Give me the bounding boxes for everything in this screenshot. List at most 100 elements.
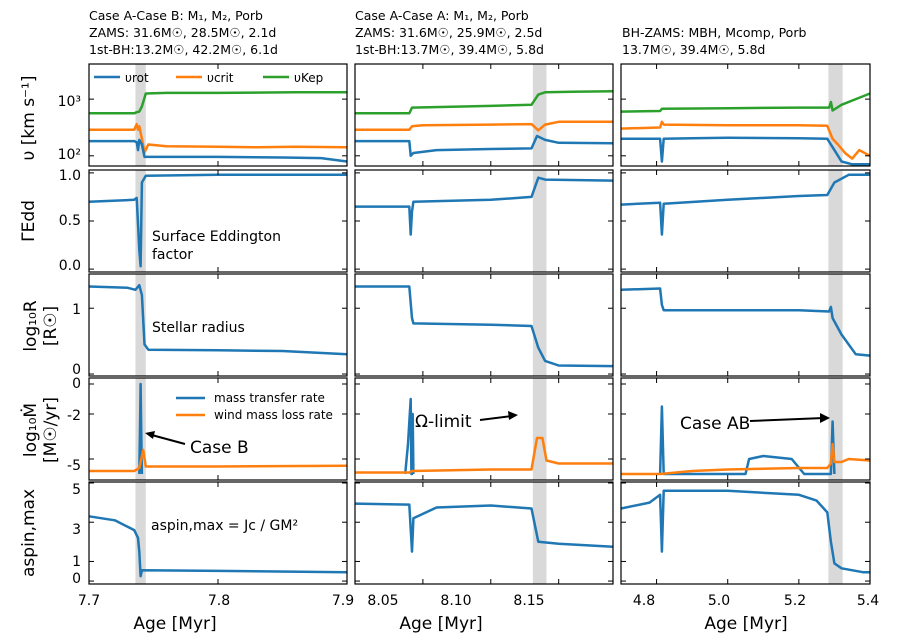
highlight-band	[828, 64, 843, 166]
series-spin-line	[620, 489, 870, 574]
header-col2-line1: Case A-Case A: M₁, M₂, Porb	[355, 8, 529, 23]
annotation-caseb: Case B	[190, 438, 249, 458]
ytick-label-g10: 1.0	[59, 168, 81, 184]
ytick-label-a5: 5	[72, 482, 81, 498]
series-spin-line	[354, 502, 614, 553]
series-logR-line	[88, 283, 348, 356]
panel-frame	[354, 63, 614, 167]
series-gamma-line	[355, 176, 614, 236]
series-v_log10-vkep	[620, 92, 871, 113]
series-v_log10-vrot	[621, 136, 870, 166]
series-gamma-line	[620, 173, 870, 236]
annotation-eddington: Surface Eddington	[152, 229, 281, 245]
panel-frame	[620, 273, 871, 377]
ytick-label-r1: 1	[72, 302, 81, 318]
series-v_log10-vrot	[355, 134, 614, 158]
highlight-band	[532, 482, 547, 584]
series-v_log10-vkep	[355, 89, 614, 115]
series-logR-line	[620, 287, 871, 357]
highlight-band	[828, 482, 843, 584]
series-mdot-wind	[89, 448, 348, 473]
xtick-label-4.8: 4.8	[633, 593, 655, 609]
legend-mdot: mass transfer rate wind mass loss rate	[176, 391, 333, 422]
series-v_log10-vcrit	[620, 120, 871, 160]
highlight-band	[135, 482, 146, 584]
arrow-caseb-head	[145, 431, 155, 439]
ylabel-velocity: υ [km s⁻¹]	[19, 76, 39, 161]
y-tick-labels: 10³ 10² 1.0 0.5 0.0 1 0 0 -2 -5 5 3 1 0	[58, 94, 81, 587]
annotation-omega: Ω-limit	[415, 412, 472, 432]
ytick-label-r0: 0	[72, 362, 81, 378]
xlabel-col2: Age [Myr]	[399, 614, 482, 634]
panel-frame	[354, 377, 614, 481]
ytick-label-a3: 3	[72, 522, 81, 538]
series-mdot-wind	[621, 442, 871, 476]
xtick-label-5.0: 5.0	[708, 593, 730, 609]
header-col1-line1: Case A-Case B: M₁, M₂, Porb	[89, 8, 263, 23]
header-col3-line1: BH-ZAMS: MBH, Mcomp, Porb	[622, 25, 806, 40]
series-spin-line	[88, 515, 348, 578]
highlight-band	[828, 170, 843, 272]
series-v_log10-vcrit	[355, 120, 613, 132]
panel-frame	[354, 273, 614, 377]
panel-frame	[620, 63, 871, 167]
ylabel-spin: aspin,max	[19, 489, 39, 577]
ytick-label-m2: -2	[67, 408, 81, 424]
arrow-caseb	[147, 433, 186, 445]
xtick-label-7.7: 7.7	[78, 593, 100, 609]
arrow-omega-head	[508, 411, 518, 420]
series-logR-line	[355, 285, 614, 368]
series-mdot-mt	[138, 382, 144, 475]
xtick-label-7.8: 7.8	[208, 593, 230, 609]
panel-frame	[354, 481, 614, 585]
xtick-label-5.2: 5.2	[784, 593, 806, 609]
legend-vkep-label: υKep	[294, 71, 323, 85]
xtick-label-8.10: 8.10	[440, 593, 471, 609]
header-col2-line2: ZAMS: 31.6M☉, 25.9M☉, 2.5d	[355, 25, 542, 40]
ytick-label-a0: 0	[72, 571, 81, 587]
ylabel-mdot-line1: log₁₀Ṁ	[20, 403, 41, 457]
legend-wind-label: wind mass loss rate	[214, 408, 333, 422]
ytick-label-1e2: 10²	[58, 147, 81, 163]
annotation-caseab: Case AB	[680, 414, 750, 434]
highlight-band	[532, 378, 547, 480]
header-col2-line3: 1st-BH:13.7M☉, 39.4M☉, 5.8d	[355, 42, 544, 57]
xtick-label-7.9: 7.9	[332, 593, 354, 609]
series-gamma-line	[88, 173, 347, 268]
highlight-band	[135, 274, 146, 376]
ytick-label-m5: -5	[67, 458, 81, 474]
annotation-eddington-line2: factor	[152, 247, 193, 263]
highlight-band	[532, 64, 547, 166]
panel-frame	[620, 377, 871, 481]
arrow-omega	[479, 415, 513, 421]
ytick-label-m0: 0	[72, 376, 81, 392]
xlabel-col3: Age [Myr]	[704, 614, 787, 634]
xtick-label-5.4: 5.4	[857, 593, 879, 609]
headers: Case A-Case B: M₁, M₂, Porb ZAMS: 31.6M☉…	[89, 8, 806, 57]
annotation-spin: aspin,max = Jc / GM²	[151, 518, 298, 534]
xtick-label-8.15: 8.15	[513, 593, 544, 609]
header-col1-line2: ZAMS: 31.6M☉, 28.5M☉, 2.1d	[89, 25, 276, 40]
ytick-label-g05: 0.5	[59, 213, 81, 229]
ytick-label-g00: 0.0	[59, 258, 81, 274]
series-v_log10-vrot	[89, 138, 348, 163]
xtick-label-8.05: 8.05	[367, 593, 398, 609]
arrow-caseab-head	[820, 413, 830, 423]
series-mdot-mt	[658, 405, 836, 476]
ylabel-gamma: ΓEdd	[19, 200, 39, 242]
ytick-label-a1: 1	[72, 554, 81, 570]
series-mdot-mt	[403, 397, 415, 476]
highlight-band	[532, 274, 547, 376]
legend-mt-label: mass transfer rate	[214, 391, 325, 405]
legend-vrot-label: υrot	[125, 71, 149, 85]
highlight-band	[532, 170, 547, 272]
x-tick-labels: 7.7 7.8 7.9 8.05 8.10 8.15 4.8 5.0 5.2 5…	[78, 593, 879, 609]
ytick-label-1e3: 10³	[58, 94, 81, 110]
ylabel-mdot-line2: [M☉/yr]	[41, 397, 61, 463]
series-v_log10-vkep	[89, 91, 347, 115]
series-v_log10-vcrit	[89, 122, 348, 154]
arrow-caseab	[749, 417, 825, 422]
series-mdot-wind	[355, 436, 613, 474]
highlight-band	[135, 64, 146, 166]
